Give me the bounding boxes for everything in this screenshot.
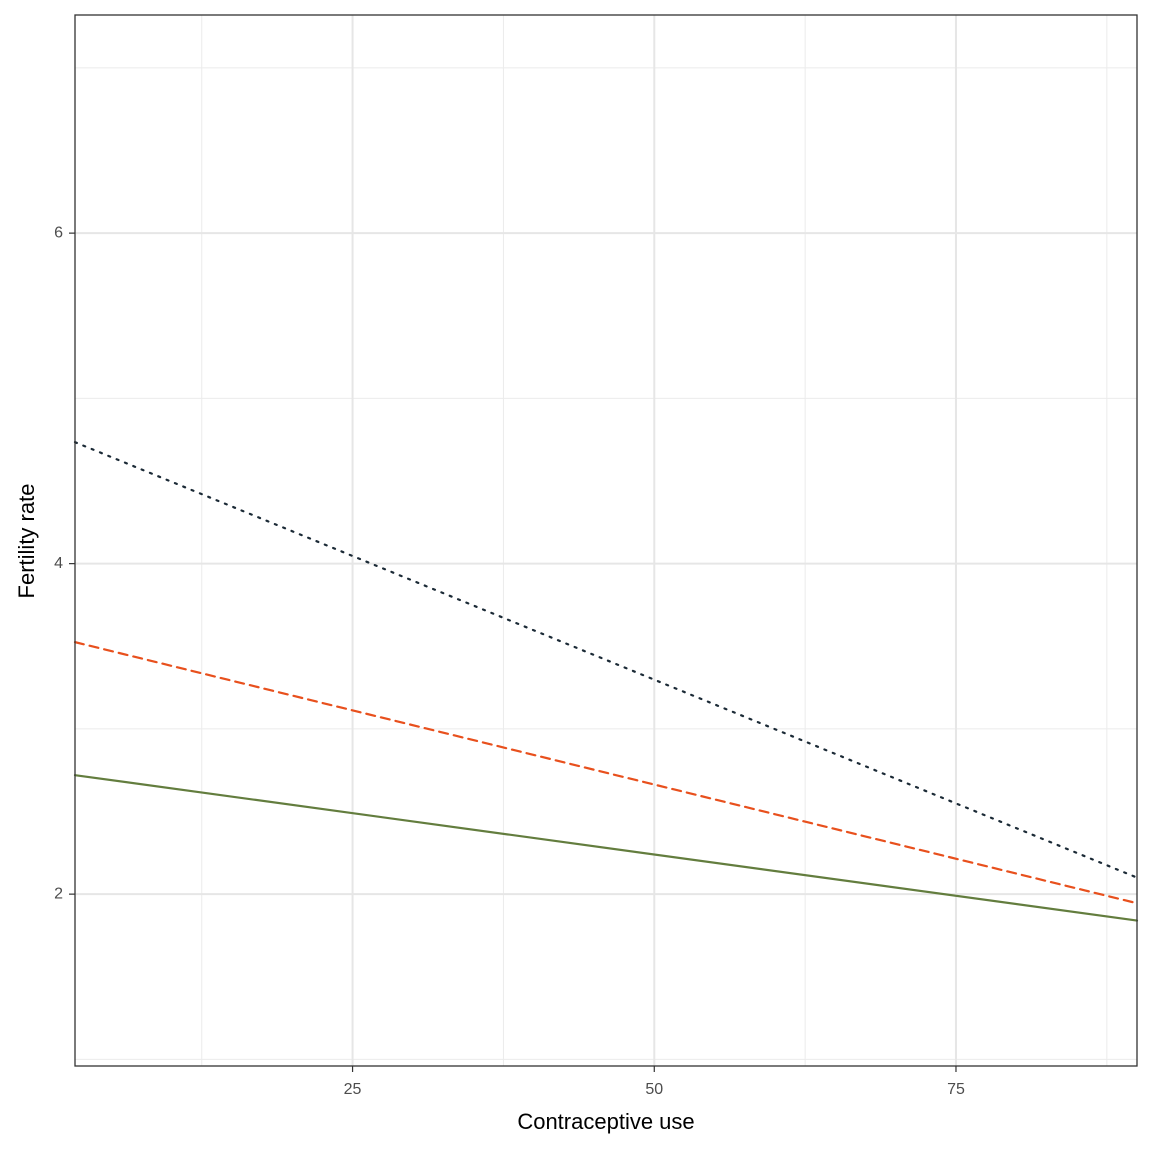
line [73, 641, 1139, 905]
plot-border [74, 14, 1138, 1067]
x-tick-label: 25 [344, 1081, 362, 1098]
x-axis-label: Contraceptive use [517, 1109, 694, 1134]
x-tick-label: 75 [947, 1081, 965, 1098]
line [73, 441, 1139, 879]
y-tick-label: 2 [54, 885, 63, 902]
y-tick-label: 4 [54, 555, 63, 572]
line [73, 774, 1139, 922]
x-tick-label: 50 [645, 1081, 663, 1098]
y-axis-label: Fertility rate [14, 484, 39, 599]
y-tick-label: 6 [54, 224, 63, 241]
